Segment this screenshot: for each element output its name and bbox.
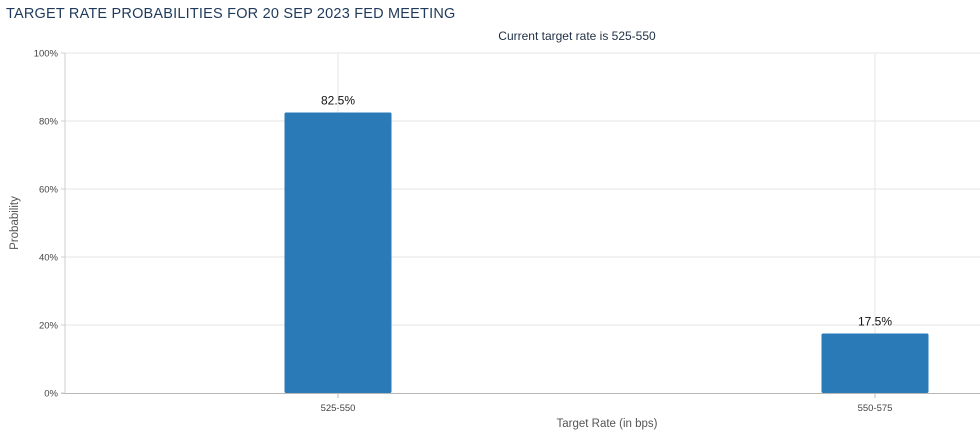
bar-550-575[interactable] [821,333,929,394]
y-tick-label: 40% [39,253,59,264]
chart-subtitle: Current target rate is 525-550 [498,29,656,43]
y-axis-title: Probability [9,196,21,250]
labels: Current target rate is 525-550 0% 20% 40% 60… [9,29,892,430]
data-label: 82.5% [321,94,355,108]
chart-title: TARGET RATE PROBABILITIES FOR 20 SEP 202… [6,6,456,22]
data-label: 17.5% [858,315,892,329]
y-tick-label: 60% [39,185,59,196]
axes [61,52,980,398]
x-tick-label: 525-550 [321,403,356,414]
y-tick-label: 20% [39,321,59,332]
x-tick-label: 550-575 [858,403,893,414]
x-axis-title: Target Rate (in bps) [557,418,658,430]
y-tick-label: 100% [34,49,59,60]
y-tick-label: 80% [39,117,59,128]
y-tick-label: 0% [44,389,58,400]
bar-525-550[interactable] [284,112,392,394]
gridlines [65,52,980,393]
bars [284,112,929,394]
